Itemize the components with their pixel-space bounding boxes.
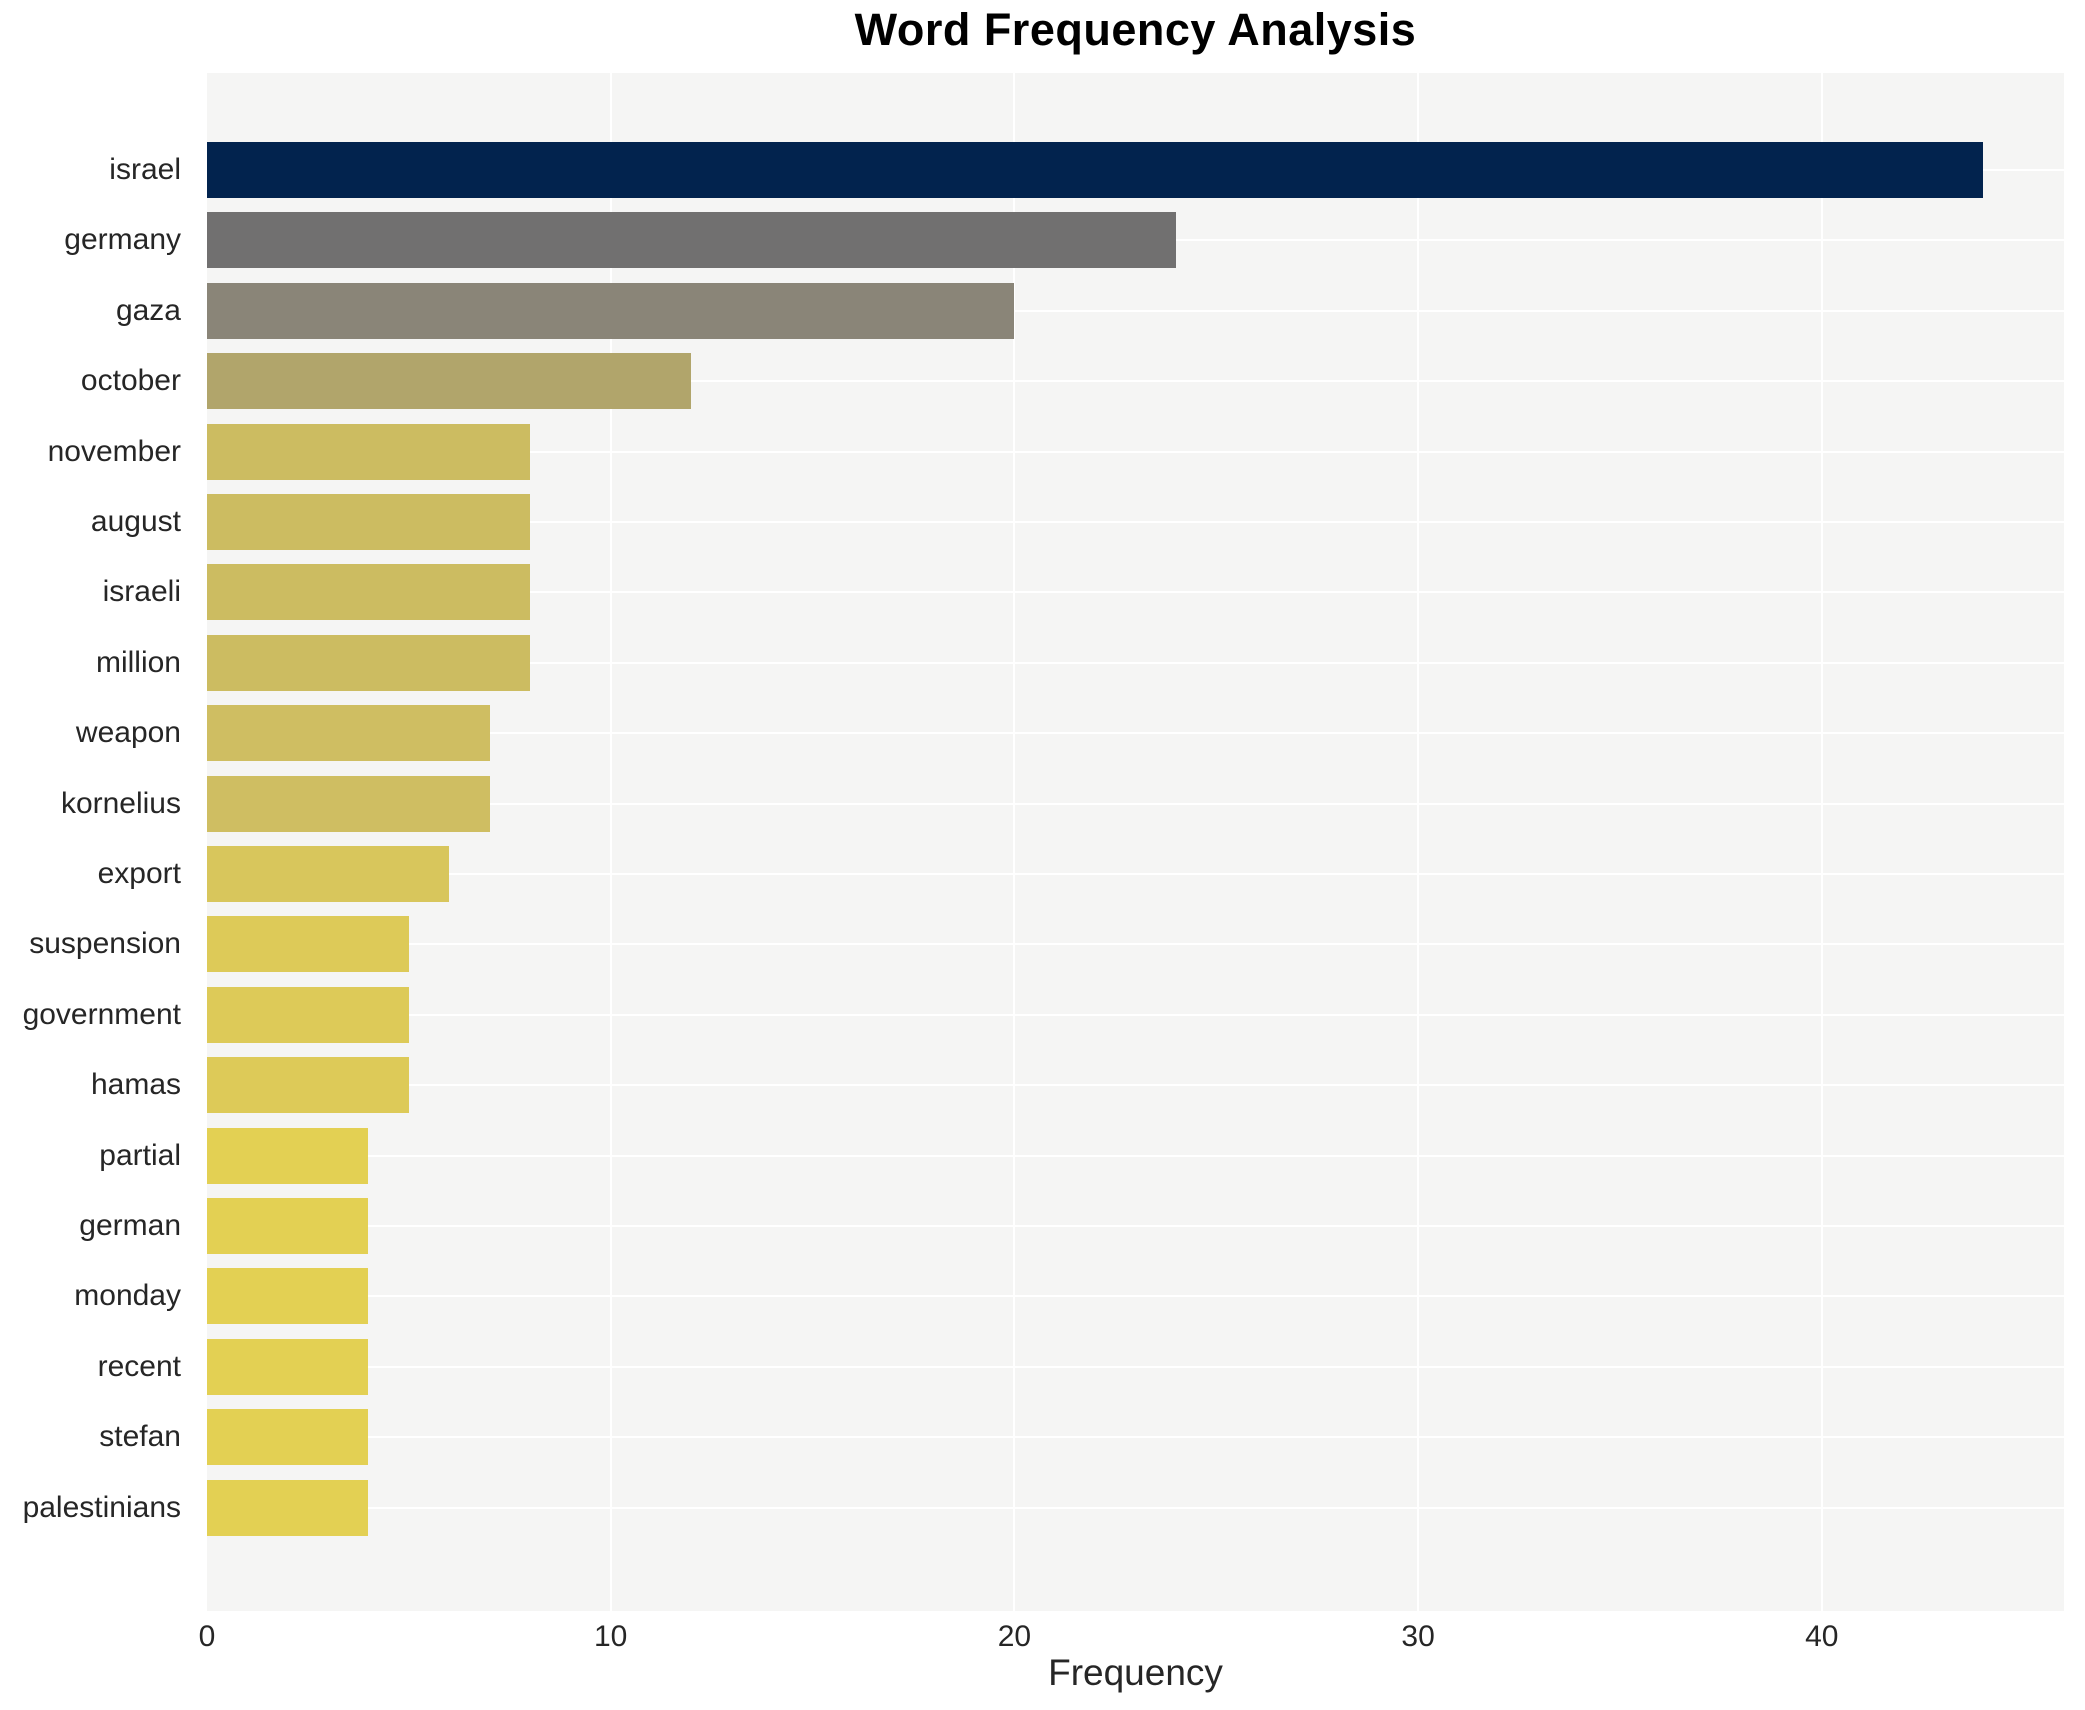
bar [207,494,530,550]
grid-line-horizontal [207,802,2064,805]
grid-line-horizontal [207,380,2064,383]
bar [207,212,1176,269]
category-label: suspension [29,927,181,961]
bar [207,986,409,1043]
category-label: export [97,857,181,890]
bar [207,282,1015,339]
grid-line-horizontal [207,1084,2064,1087]
category-label: monday [74,1279,181,1313]
grid-line-horizontal [207,591,2064,594]
category-label: million [95,645,181,679]
bar [207,916,409,973]
grid-line-vertical [1013,73,1016,1611]
grid-line-horizontal [207,1295,2064,1298]
grid-line-horizontal [207,1154,2064,1157]
category-label: palestinians [22,1490,181,1524]
grid-line-horizontal [207,661,2064,664]
bar [207,423,530,480]
grid-line-horizontal [207,309,2064,312]
category-label: israeli [102,575,181,609]
grid-line-vertical [1417,73,1420,1611]
bar [207,1057,409,1114]
x-axis-label: Frequency [1048,1652,1223,1693]
category-label: kornelius [60,786,181,820]
bar [207,634,530,691]
grid-line-horizontal [207,521,2064,523]
x-tick-label: 30 [1401,1620,1435,1653]
category-label: gaza [115,293,181,327]
chart-title: Word Frequency Analysis [854,4,1417,55]
bar [207,564,530,621]
category-label: israel [109,153,181,186]
bar [207,705,490,762]
grid-line-horizontal [207,873,2064,875]
category-label: partial [99,1138,181,1172]
bar [207,1198,369,1254]
category-label: october [80,364,181,398]
category-label: germany [64,223,181,257]
grid-line-horizontal [207,1365,2064,1368]
category-label: german [79,1209,181,1242]
category-label: hamas [90,1068,181,1102]
y-axis-labels: israel germany gaza october november august is… [0,73,193,1611]
grid-line-vertical [609,73,612,1611]
grid-line-vertical [1820,73,1823,1611]
bar [207,1409,369,1466]
category-label: government [22,997,181,1031]
category-label: november [47,434,181,468]
grid-line-horizontal [207,450,2064,453]
grid-line-horizontal [207,1436,2064,1439]
bar [207,846,450,902]
plot-area [207,73,2064,1611]
category-label: recent [97,1349,181,1383]
x-axis-ticks: 0 10 20 30 40 [0,1620,2085,1656]
bar [207,1268,369,1325]
grid-line-horizontal [207,943,2064,946]
bar [207,1479,369,1536]
x-tick-label: 40 [1805,1620,1839,1653]
category-label: stefan [99,1420,181,1454]
bar [207,142,1984,198]
x-tick-label: 20 [997,1620,1032,1653]
category-label: august [90,505,181,538]
grid-line-horizontal [207,732,2064,735]
grid-line-horizontal [207,1013,2064,1016]
bar [207,775,490,832]
category-label: weapon [75,716,181,750]
bar [207,1127,369,1184]
bar [207,353,692,410]
bar [207,1338,369,1395]
x-tick-label: 0 [198,1620,216,1653]
x-tick-label: 10 [594,1620,628,1653]
grid-line-horizontal [207,1506,2064,1509]
grid-line-horizontal [207,1225,2064,1227]
